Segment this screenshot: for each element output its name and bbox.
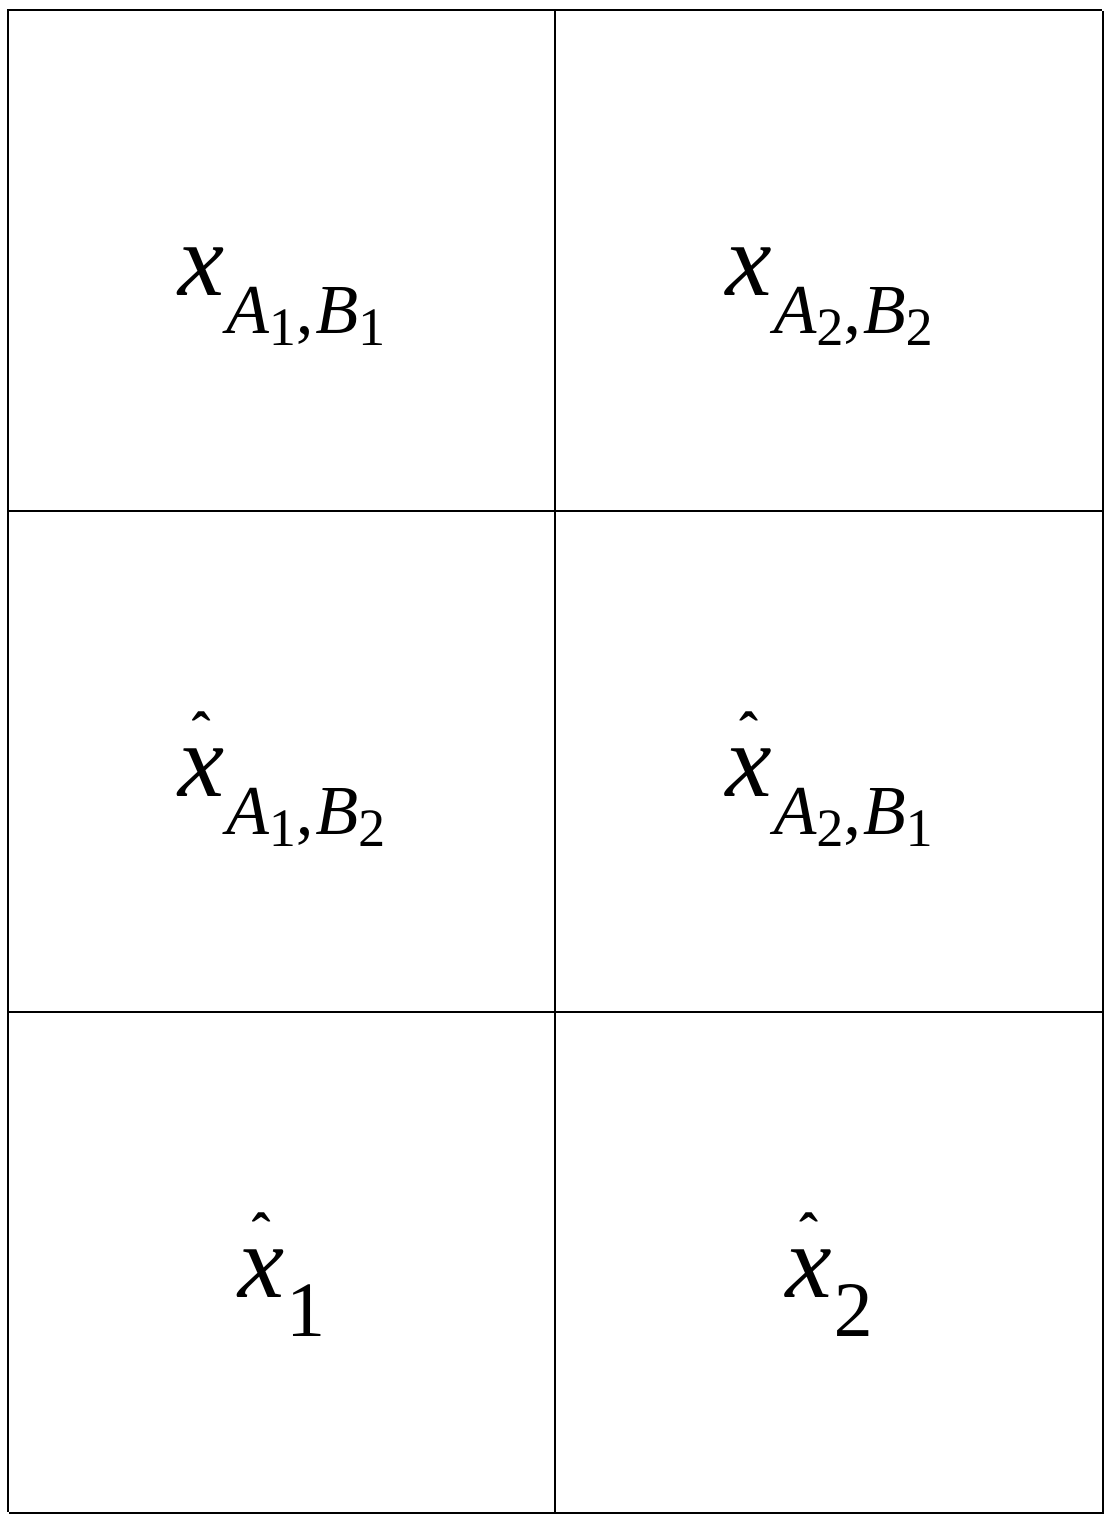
variable: ˆ x [177, 701, 225, 819]
cell-xhat-2: ˆ x 2 [556, 1013, 1104, 1514]
hat-accent: ˆ [798, 1202, 819, 1266]
variable: x [177, 202, 225, 318]
hat-accent: ˆ [191, 701, 211, 765]
expression: ˆ x 1 [237, 1202, 325, 1348]
hat-accent: ˆ [251, 1202, 271, 1266]
variable: ˆ x [785, 1202, 832, 1320]
subscript: 1 [286, 1265, 326, 1353]
expression: ˆ x 2 [785, 1202, 872, 1348]
variable: x [725, 202, 772, 318]
variable: ˆ x [725, 701, 772, 819]
hat-accent: ˆ [738, 701, 758, 765]
variable: ˆ x [237, 1202, 285, 1320]
cell-xhat-1: ˆ x 1 [9, 1013, 556, 1514]
subscript: 2 [833, 1265, 873, 1353]
